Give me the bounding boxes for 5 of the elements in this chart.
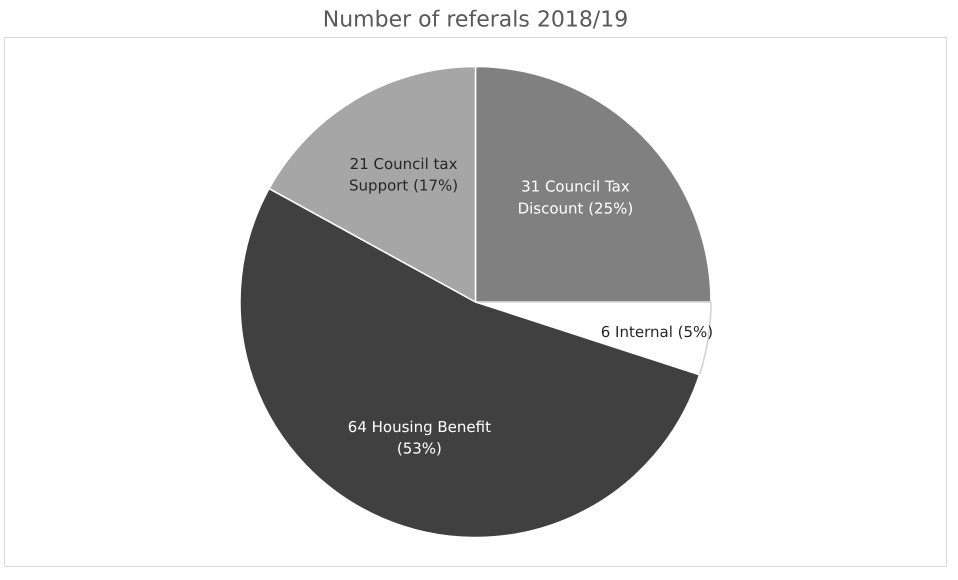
slice-label: 21 Council tax Support (17%)	[349, 154, 458, 195]
chart-title: Number of referals 2018/19	[322, 8, 628, 32]
slice-label: 31 Council Tax Discount (25%)	[518, 178, 634, 218]
slice-label: 6 Internal (5%)	[600, 323, 714, 342]
slice-label: 64 Housing Benefit (53%)	[348, 418, 492, 458]
